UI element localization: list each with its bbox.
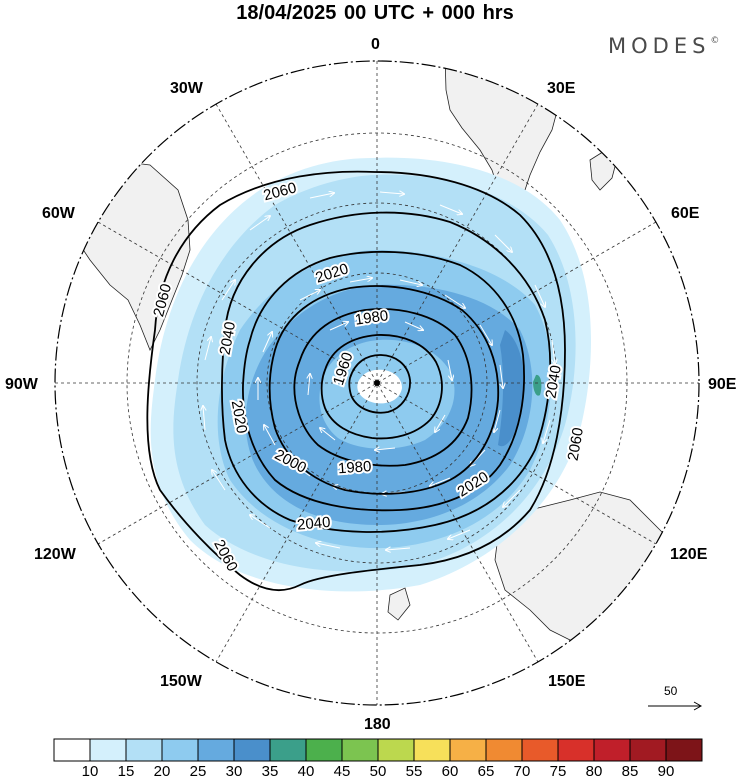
reference-vector-value: 50 <box>664 684 678 698</box>
lon-label-180: 180 <box>364 716 391 733</box>
shade-40-45 <box>533 374 542 396</box>
wind-speed-shading <box>150 157 592 592</box>
legend-swatch <box>53 738 91 762</box>
legend-swatch <box>161 738 199 762</box>
geopotential-contours <box>146 170 566 592</box>
legend-swatch <box>413 738 451 762</box>
contour-2060 <box>146 170 566 592</box>
lon-label-60w: 60W <box>42 205 75 222</box>
legend-label: 70 <box>513 763 531 780</box>
legend-label: 55 <box>405 763 423 780</box>
contour-2020 <box>242 250 525 512</box>
legend-swatch <box>449 738 487 762</box>
lon-label-120w: 120W <box>34 546 76 563</box>
contour-2040 <box>221 211 552 533</box>
map-disk: 2060 2060 2040 2020 1980 1960 2020 2000 … <box>55 61 699 705</box>
legend-label: 50 <box>369 763 387 780</box>
contour-1980 <box>293 308 473 467</box>
legend-label: 15 <box>117 763 135 780</box>
modes-logo: MODES© <box>608 34 719 58</box>
legend-label: 20 <box>153 763 171 780</box>
graticule <box>55 61 699 705</box>
legend-labels: 10 15 20 25 30 35 40 45 50 55 60 65 70 75 80 85 90 <box>0 764 750 782</box>
legend-swatch <box>305 738 343 762</box>
lon-label-30e: 30E <box>547 80 576 97</box>
legend-label: 65 <box>477 763 495 780</box>
legend-swatch <box>665 738 703 762</box>
legend-swatch <box>593 738 631 762</box>
map-title: 18/04/2025 00 UTC + 000 hrs <box>236 2 514 24</box>
logo-text: MODES <box>608 34 711 58</box>
lon-label-120e: 120E <box>670 546 708 563</box>
lon-label-90w: 90W <box>5 376 38 393</box>
shade-30-35 <box>498 330 525 447</box>
legend-swatch <box>485 738 523 762</box>
contour-label: 2040 <box>296 514 331 534</box>
copyright-mark: © <box>710 36 720 46</box>
lon-label-150w: 150W <box>160 673 202 690</box>
arrow-right-icon <box>693 701 703 711</box>
wind-vectors <box>203 192 555 550</box>
legend-label: 30 <box>225 763 243 780</box>
lon-label-60e: 60E <box>671 205 700 222</box>
contour-2000 <box>268 285 500 495</box>
lon-label-150e: 150E <box>548 673 586 690</box>
legend-label: 10 <box>81 763 99 780</box>
legend-swatch <box>521 738 559 762</box>
lon-label-30w: 30W <box>170 80 203 97</box>
map-boundary <box>54 60 700 706</box>
legend-swatch <box>197 738 235 762</box>
legend-label: 75 <box>549 763 567 780</box>
lon-label-0: 0 <box>371 36 380 53</box>
legend-label: 35 <box>261 763 279 780</box>
pole-dot-icon <box>374 380 380 386</box>
legend-swatch <box>629 738 667 762</box>
legend-label: 80 <box>585 763 603 780</box>
contour-label: 1980 <box>337 458 371 477</box>
legend-swatch <box>557 738 595 762</box>
legend-label: 85 <box>621 763 639 780</box>
legend-swatch <box>125 738 163 762</box>
contour-1940 <box>348 354 411 414</box>
contour-1960 <box>320 334 443 440</box>
legend-swatch <box>269 738 307 762</box>
legend-swatch <box>233 738 271 762</box>
land-new-zealand <box>387 587 411 621</box>
legend-label: 40 <box>297 763 315 780</box>
legend-label: 90 <box>657 763 675 780</box>
legend-swatch <box>377 738 415 762</box>
legend-swatch <box>341 738 379 762</box>
legend-label: 60 <box>441 763 459 780</box>
lon-label-90e: 90E <box>708 376 737 393</box>
legend-label: 25 <box>189 763 207 780</box>
legend-label: 45 <box>333 763 351 780</box>
legend-swatch <box>89 738 127 762</box>
legend-colorbar <box>53 738 703 762</box>
